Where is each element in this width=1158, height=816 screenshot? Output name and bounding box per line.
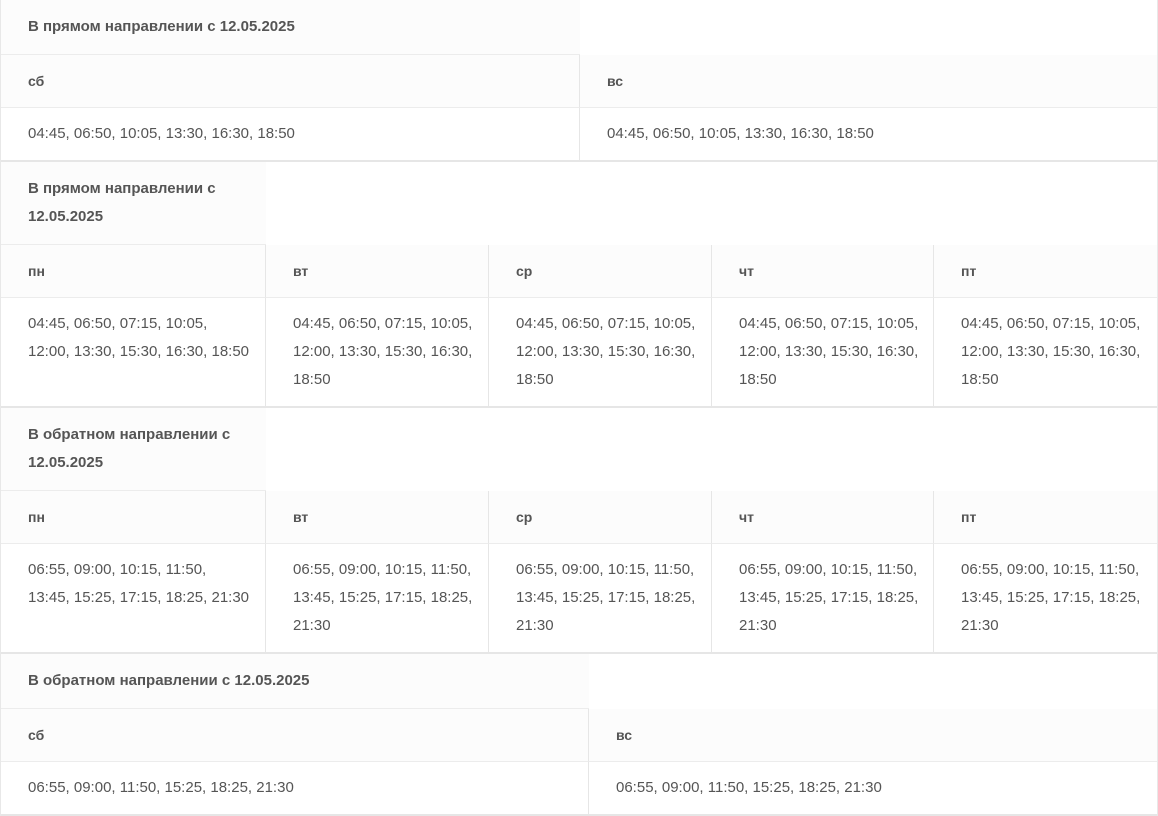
day-header: ср [489, 245, 712, 298]
times-cell: 04:45, 06:50, 10:05, 13:30, 16:30, 18:50 [607, 125, 874, 142]
header-row: пн вт ср чт пт [1, 491, 1157, 544]
day-header: пн [1, 491, 266, 544]
times-row: 04:45, 06:50, 07:15, 10:05, 12:00, 13:30… [1, 298, 1157, 406]
times-cell: 06:55, 09:00, 10:15, 11:50, 13:45, 15:25… [489, 544, 712, 652]
table-caption: В прямом направлении с 12.05.2025 [1, 0, 580, 55]
times-cell: 04:45, 06:50, 10:05, 13:30, 16:30, 18:50 [1, 108, 580, 160]
times-cell: 06:55, 09:00, 10:15, 11:50, 13:45, 15:25… [961, 561, 1141, 634]
times-cell: 06:55, 09:00, 11:50, 15:25, 18:25, 21:30 [1, 762, 589, 814]
times-row: 04:45, 06:50, 10:05, 13:30, 16:30, 18:50… [1, 108, 1157, 160]
times-cell: 06:55, 09:00, 11:50, 15:25, 18:25, 21:30 [616, 779, 882, 796]
day-header: сб [1, 709, 589, 762]
header-row: пн вт ср чт пт [1, 245, 1157, 298]
times-cell: 04:45, 06:50, 07:15, 10:05, 12:00, 13:30… [489, 298, 712, 406]
times-cell: 04:45, 06:50, 07:15, 10:05, 12:00, 13:30… [1, 298, 266, 406]
day-header: пн [1, 245, 266, 298]
schedule-table: В прямом направлении с 12.05.2025 пн вт ср ч… [1, 162, 1157, 408]
day-header: вт [266, 245, 489, 298]
schedule-table: В обратном направлении с 12.05.2025 сб вс 0… [1, 654, 1157, 816]
header-row: сб вс [1, 709, 1157, 762]
table-caption: В обратном направлении с 12.05.2025 [1, 408, 266, 491]
day-header: вс [589, 709, 1157, 762]
schedule-table: В обратном направлении с 12.05.2025 пн вт с… [1, 408, 1157, 654]
day-header: чт [712, 491, 934, 544]
times-row: 06:55, 09:00, 10:15, 11:50, 13:45, 15:25… [1, 544, 1157, 652]
day-header: сб [1, 55, 580, 108]
times-cell: 04:45, 06:50, 07:15, 10:05, 12:00, 13:30… [266, 298, 489, 406]
table-caption: В обратном направлении с 12.05.2025 [1, 654, 589, 709]
day-header: вт [266, 491, 489, 544]
day-header: пт [934, 245, 1157, 298]
times-cell: 04:45, 06:50, 07:15, 10:05, 12:00, 13:30… [961, 315, 1141, 388]
table-caption: В прямом направлении с 12.05.2025 [1, 162, 266, 245]
times-cell: 06:55, 09:00, 10:15, 11:50, 13:45, 15:25… [712, 544, 934, 652]
day-header: ср [489, 491, 712, 544]
times-cell: 04:45, 06:50, 07:15, 10:05, 12:00, 13:30… [712, 298, 934, 406]
times-row: 06:55, 09:00, 11:50, 15:25, 18:25, 21:30… [1, 762, 1157, 814]
times-cell: 06:55, 09:00, 10:15, 11:50, 13:45, 15:25… [266, 544, 489, 652]
day-header: вс [580, 55, 1157, 108]
day-header: пт [934, 491, 1157, 544]
header-row: сб вс [1, 55, 1157, 108]
times-cell: 06:55, 09:00, 10:15, 11:50, 13:45, 15:25… [1, 544, 266, 652]
schedule-table: В прямом направлении с 12.05.2025 сб вс 04:… [1, 0, 1157, 162]
day-header: чт [712, 245, 934, 298]
